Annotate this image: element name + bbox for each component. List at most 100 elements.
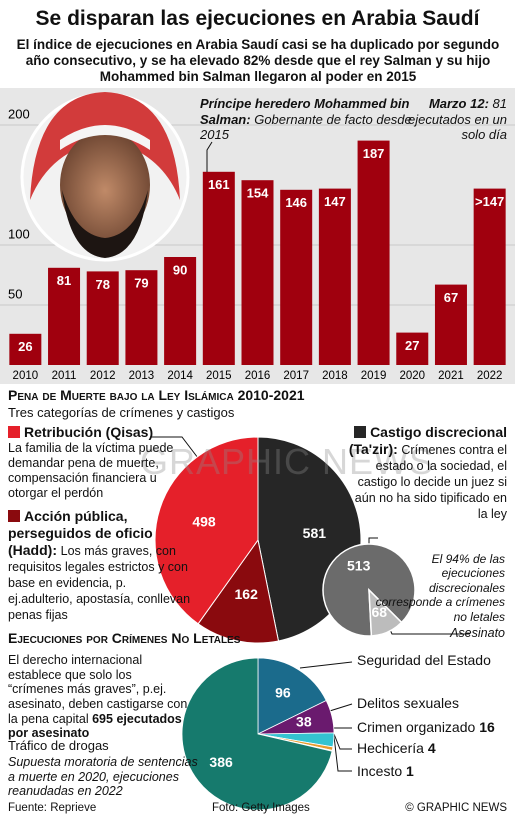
x-tick-label: 2022 bbox=[477, 370, 503, 382]
x-tick-label: 2014 bbox=[167, 370, 193, 382]
section-title: Pena de Muerte bajo la Ley Islámica 2010… bbox=[8, 387, 305, 403]
portrait bbox=[20, 92, 190, 262]
x-tick-label: 2012 bbox=[90, 370, 116, 382]
pie-slice bbox=[197, 538, 280, 644]
march-annotation: Marzo 12: 81 ejecutados en un solo día bbox=[407, 96, 507, 143]
legend-entry: Tráfico de drogas bbox=[8, 738, 109, 754]
legend-label: Seguridad del Estado bbox=[357, 652, 491, 668]
legend-entry: Acción pública, perseguidos de oficio (H… bbox=[8, 508, 193, 623]
bar bbox=[86, 271, 119, 365]
value-label: 79 bbox=[134, 276, 148, 291]
value-label: 68 bbox=[372, 604, 388, 620]
pie-slice bbox=[368, 588, 403, 637]
subtitle: El índice de ejecuciones en Arabia Saudí… bbox=[16, 37, 500, 84]
source: Fuente: Reprieve bbox=[8, 802, 97, 814]
bar bbox=[241, 180, 274, 365]
section-title: Ejecuciones por Crímenes No Letales bbox=[8, 630, 241, 646]
legend-label: Crimen organizado bbox=[357, 719, 476, 735]
value-label: 162 bbox=[235, 586, 259, 602]
bar bbox=[357, 140, 390, 365]
value-label: 38 bbox=[296, 714, 312, 730]
bar bbox=[473, 188, 506, 365]
legend-description: Los más graves, con requisitos legales e… bbox=[8, 543, 191, 622]
pie-slice bbox=[181, 657, 333, 811]
bar bbox=[280, 189, 313, 365]
legend-entry: Incesto 1 bbox=[357, 763, 414, 780]
legend-swatch bbox=[8, 510, 20, 522]
value-label: 154 bbox=[247, 186, 269, 201]
y-tick-label: 50 bbox=[8, 286, 22, 301]
legend-swatch bbox=[8, 426, 20, 438]
bar bbox=[125, 270, 158, 365]
value-label: 90 bbox=[173, 262, 187, 277]
value-label: 26 bbox=[18, 339, 32, 354]
note: El derecho internacional establece que s… bbox=[8, 653, 190, 741]
annotation-heading: Marzo 12: bbox=[428, 96, 489, 111]
x-tick-label: 2021 bbox=[438, 370, 464, 382]
credit: © GRAPHIC NEWS bbox=[405, 802, 507, 814]
pie-slice bbox=[257, 657, 327, 735]
x-tick-label: 2020 bbox=[399, 370, 425, 382]
x-tick-label: 2015 bbox=[206, 370, 232, 382]
bar bbox=[434, 284, 467, 365]
y-tick-label: 100 bbox=[8, 226, 30, 241]
annotation-heading: Príncipe heredero Mohammed bin Salman: bbox=[200, 96, 410, 127]
value-label: 67 bbox=[444, 290, 458, 305]
value-label: 513 bbox=[347, 558, 371, 574]
photo-credit: Foto: Getty Images bbox=[212, 802, 310, 814]
legend-swatch bbox=[354, 426, 367, 438]
watermark: GRAPHIC NEWS bbox=[140, 441, 435, 482]
bar bbox=[396, 332, 429, 365]
legend-label: Hechicería bbox=[357, 740, 424, 756]
legend-entry: Castigo discrecional (Ta'zir): Crímenes … bbox=[345, 424, 507, 522]
legend-label: Retribución (Qisas) bbox=[24, 424, 154, 440]
value-label: 1 bbox=[406, 763, 414, 779]
small-pie-annotation: El 94% de las ejecuciones discrecionales… bbox=[375, 552, 505, 624]
title: Se disparan las ejecuciones en Arabia Sa… bbox=[35, 7, 480, 30]
bar bbox=[318, 188, 351, 365]
legend-label: Delitos sexuales bbox=[357, 695, 459, 711]
value-label: 498 bbox=[192, 513, 216, 529]
annotation-text: 81 ejecutados en un solo día bbox=[407, 96, 507, 143]
value-label: 78 bbox=[95, 277, 109, 292]
value-label: 147 bbox=[324, 194, 346, 209]
bar bbox=[9, 333, 42, 365]
legend-description: Crímenes contra el estado o la sociedad,… bbox=[354, 442, 507, 521]
x-tick-label: 2018 bbox=[322, 370, 348, 382]
legend-entry: Asesinato bbox=[420, 626, 505, 641]
value-label: 96 bbox=[275, 685, 291, 701]
pie-slice bbox=[154, 436, 259, 625]
x-tick-label: 2019 bbox=[361, 370, 387, 382]
value-label: 27 bbox=[405, 338, 419, 353]
section-subtitle: Tres categorías de crímenes y castigos bbox=[8, 405, 235, 420]
y-tick-label: 200 bbox=[8, 106, 30, 121]
legend-description: La familia de la víctima puede demandar … bbox=[8, 440, 174, 500]
legend-entry: Hechicería 4 bbox=[357, 740, 436, 757]
bar bbox=[48, 267, 81, 365]
value-label: 581 bbox=[303, 525, 327, 541]
legend-entry: Crimen organizado 16 bbox=[357, 719, 495, 736]
x-tick-label: 2011 bbox=[52, 370, 77, 382]
value-label: 16 bbox=[479, 719, 495, 735]
bar bbox=[164, 257, 197, 365]
x-tick-label: 2017 bbox=[283, 370, 309, 382]
legend-entry: Delitos sexuales bbox=[357, 695, 459, 712]
value-label: 386 bbox=[209, 754, 233, 770]
value-label: 146 bbox=[285, 195, 307, 210]
value-label: 4 bbox=[427, 740, 436, 756]
prince-annotation: Príncipe heredero Mohammed bin Salman: G… bbox=[200, 96, 415, 143]
value-label: >147 bbox=[475, 194, 504, 209]
note-emphasis: 695 ejecutados por asesinato bbox=[8, 711, 182, 741]
legend-label: Incesto bbox=[357, 763, 403, 779]
legend-label: Castigo discrecional (Ta'zir): bbox=[348, 424, 507, 457]
legend-entry: Seguridad del Estado bbox=[357, 652, 491, 669]
annotation-text: Gobernante de facto desde 2015 bbox=[200, 111, 412, 143]
legend-label: Asesinato bbox=[450, 626, 505, 640]
value-label: 161 bbox=[208, 177, 230, 192]
value-label: 187 bbox=[363, 146, 385, 161]
value-label: 81 bbox=[57, 273, 71, 288]
note: Supuesta moratoria de sentencias a muert… bbox=[8, 755, 198, 799]
x-tick-label: 2013 bbox=[129, 370, 155, 382]
